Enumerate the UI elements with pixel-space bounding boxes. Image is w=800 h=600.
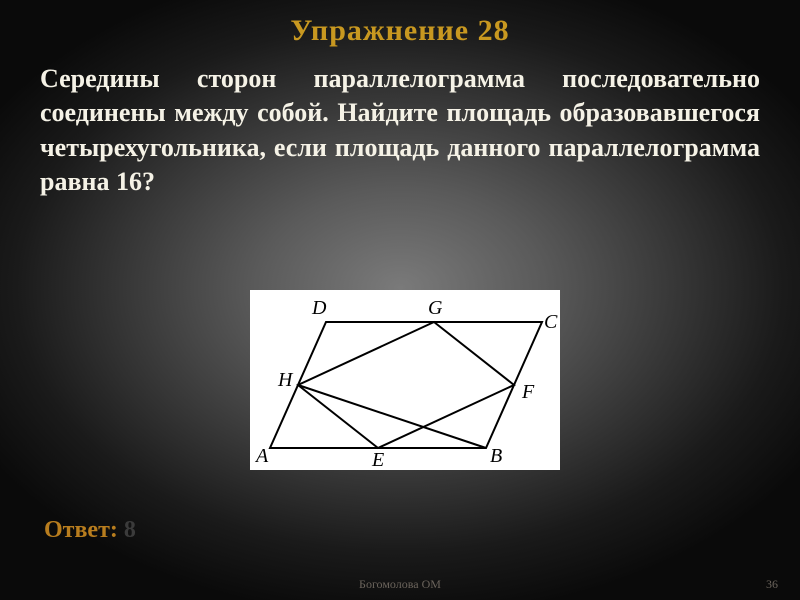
footer-page-number: 36 (766, 577, 778, 592)
exercise-title: Упражнение 28 (0, 14, 800, 48)
svg-text:B: B (490, 445, 502, 467)
svg-text:G: G (428, 297, 443, 319)
answer-row: Ответ: 8 (44, 517, 136, 544)
figure-svg: A B C D E F G H (250, 290, 560, 470)
slide: Упражнение 28 Середины сторон параллелог… (0, 0, 800, 600)
svg-text:C: C (544, 311, 558, 333)
problem-text: Середины сторон параллелограмма последов… (40, 62, 760, 199)
svg-text:F: F (521, 381, 535, 403)
answer-label: Ответ: (44, 517, 118, 543)
svg-text:A: A (254, 445, 269, 467)
parallelogram-figure: A B C D E F G H (250, 290, 560, 470)
answer-value: 8 (118, 517, 136, 543)
svg-text:H: H (277, 369, 294, 391)
footer-author: Богомолова ОМ (0, 577, 800, 592)
svg-text:E: E (371, 449, 384, 470)
svg-text:D: D (311, 297, 327, 319)
